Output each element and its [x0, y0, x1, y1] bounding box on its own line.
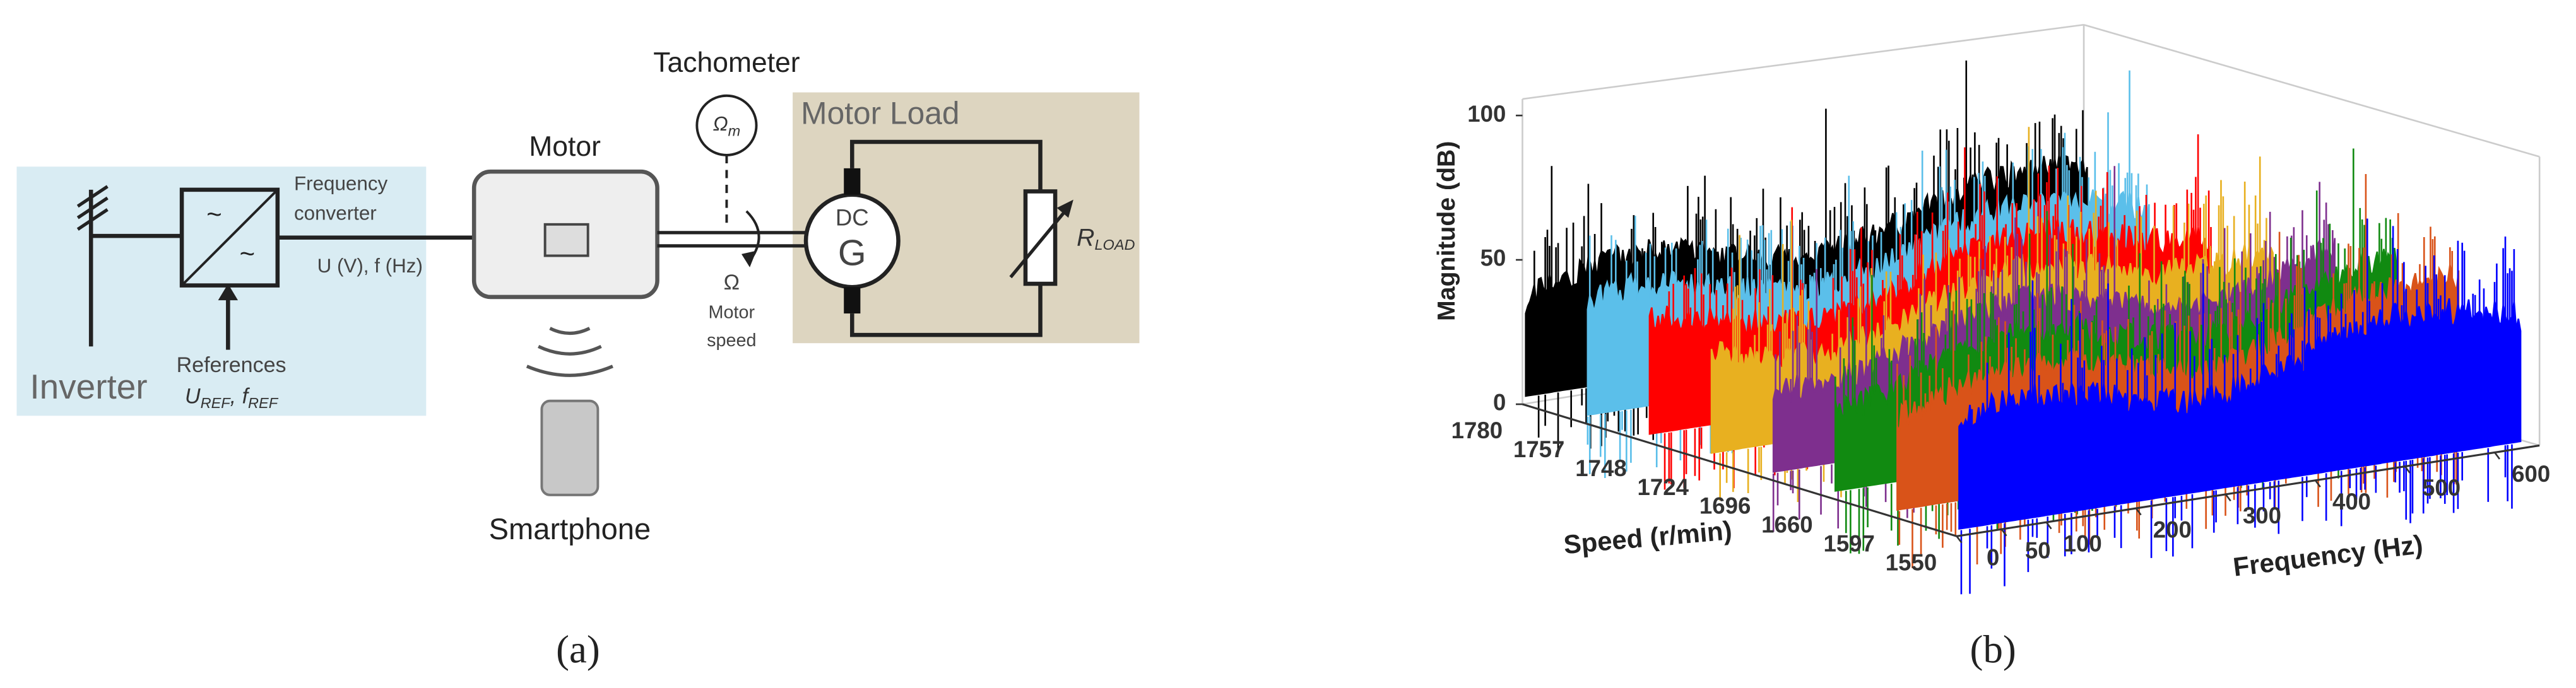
caption: (a): [556, 627, 600, 671]
frequency-tick-label: 50: [2025, 538, 2051, 564]
speed-tick-label: 1660: [1761, 512, 1812, 538]
arrow-head: [1056, 199, 1073, 218]
inverter-label: Inverter: [30, 367, 147, 406]
frequency-tick: [2404, 465, 2411, 474]
arrow-head: [741, 250, 757, 267]
spectrum-body: [1958, 298, 2522, 530]
converter-outputs: U (V), f (Hz): [317, 255, 423, 277]
speed-tick-label: 1597: [1823, 531, 1874, 557]
z-tick-label: 0: [1493, 390, 1506, 416]
ac-symbol: ~: [240, 239, 255, 269]
load-label: RLOAD: [1077, 224, 1135, 253]
motor-label: Motor: [529, 131, 601, 162]
formula-part: LOAD: [1094, 236, 1135, 253]
formula-part: m: [728, 123, 741, 139]
formula-part: R: [1077, 224, 1094, 252]
grid-marks: [76, 185, 109, 231]
speed-tick-label: 1780: [1451, 417, 1503, 443]
labels: Inverter Frequency converter U (V), f (Hz) R…: [30, 47, 2550, 672]
speed-tick-label: 1696: [1699, 493, 1751, 519]
axis-lines: [1522, 403, 2540, 537]
brush: [844, 287, 861, 314]
formula-part: , f: [230, 385, 251, 409]
frequency-tick-label: 400: [2332, 489, 2371, 515]
frequency-tick: [1956, 535, 1963, 544]
sound-waves: [526, 327, 613, 377]
formula-part: REF: [248, 395, 279, 411]
z-tick-label: 50: [1480, 245, 1506, 271]
brush: [844, 168, 861, 195]
arrow-head: [218, 284, 239, 301]
spectrum-spikes: [1960, 218, 2515, 595]
converter-label: Frequency: [294, 172, 388, 194]
diagram: ~ ~: [16, 92, 1140, 496]
frequency-tick-label: 600: [2512, 461, 2550, 487]
speed-axis-label: Speed (r/min): [1563, 515, 1734, 559]
frequency-tick-label: 100: [2064, 530, 2102, 556]
formula-part: REF: [201, 395, 232, 411]
smartphone-body: [540, 399, 600, 496]
references-formula: UREF, fREF: [185, 385, 279, 412]
speed-label: Motor: [709, 303, 755, 323]
rotor: [543, 223, 589, 257]
smartphone-label: Smartphone: [489, 512, 651, 545]
frequency-tick: [2135, 508, 2142, 516]
frequency-tick: [2494, 452, 2501, 460]
frequency-tick: [2314, 479, 2321, 487]
caption: (b): [1970, 627, 2016, 671]
frequency-tick-label: 300: [2243, 503, 2281, 528]
frequency-axis-label: Frequency (Hz): [2231, 529, 2425, 581]
formula-part: U: [185, 385, 201, 409]
ac-symbol: ~: [206, 199, 222, 229]
tachometer-label: Tachometer: [653, 47, 800, 78]
inverter-box: [16, 166, 427, 416]
z-axis-label: Magnitude (dB): [1433, 141, 1460, 321]
frequency-tick-label: 500: [2422, 475, 2461, 501]
spectra: [1525, 61, 2522, 595]
converter-label: converter: [294, 202, 377, 224]
variable-arrow: [1009, 210, 1066, 279]
speed-tick-label: 1724: [1638, 474, 1689, 500]
speed-tick-label: 1748: [1575, 455, 1626, 481]
references-label: References: [177, 353, 287, 377]
frequency-tick: [2224, 494, 2231, 502]
frequency-tick: [2000, 528, 2007, 537]
speed-symbol: Ω: [724, 271, 740, 294]
motor-load-label: Motor Load: [801, 95, 959, 131]
tachometer-symbol: Ωm: [713, 113, 740, 139]
z-tick-label: 100: [1467, 101, 1506, 127]
speed-tick-label: 1757: [1513, 436, 1564, 462]
speed-label: speed: [707, 330, 756, 351]
spectrum-spikes: [1834, 148, 2396, 554]
resistor: [1023, 189, 1058, 286]
speed-tick-label: 1550: [1886, 549, 1937, 575]
circuit: [850, 139, 1043, 337]
g-label: G: [838, 233, 866, 274]
frequency-tick: [2045, 522, 2052, 530]
frequency-tick-label: 0: [1987, 545, 1999, 571]
dc-label: DC: [836, 205, 869, 231]
converter-diagonal: [180, 189, 279, 287]
frequency-tick-label: 200: [2153, 516, 2192, 542]
formula-part: Ω: [713, 113, 728, 135]
